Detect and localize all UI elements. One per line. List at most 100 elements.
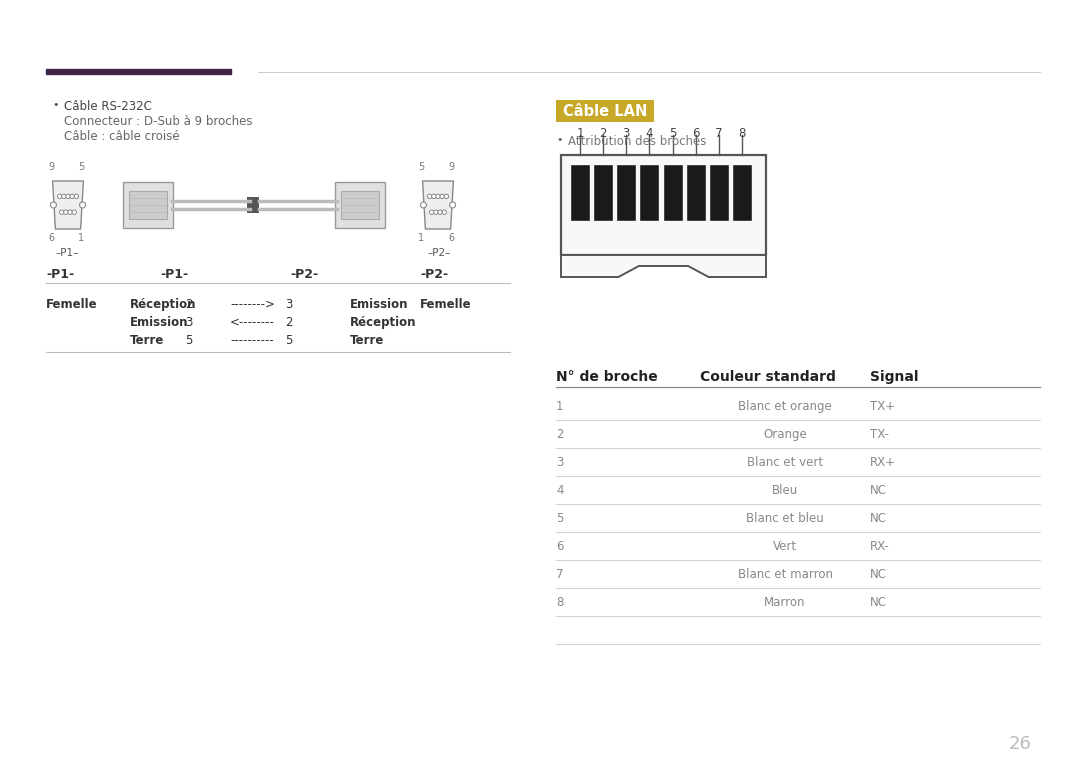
Text: 3: 3: [556, 456, 564, 469]
Bar: [556, 100, 654, 122]
Circle shape: [64, 210, 68, 214]
Circle shape: [80, 202, 85, 208]
Text: 2: 2: [599, 127, 607, 140]
Text: NC: NC: [870, 512, 887, 525]
Text: Couleur standard: Couleur standard: [700, 370, 836, 384]
Bar: [594, 165, 612, 220]
Circle shape: [434, 210, 438, 214]
Text: •: •: [556, 135, 563, 145]
Bar: [733, 165, 751, 220]
Bar: [46, 69, 231, 74]
Text: 8: 8: [739, 127, 745, 140]
Text: Emission: Emission: [350, 298, 408, 311]
Circle shape: [440, 194, 444, 198]
Text: Câble LAN: Câble LAN: [563, 104, 647, 118]
Text: 2: 2: [285, 316, 293, 329]
Text: 9: 9: [48, 162, 54, 172]
Text: NC: NC: [870, 568, 887, 581]
Circle shape: [72, 210, 77, 214]
Circle shape: [66, 194, 70, 198]
Text: 5: 5: [418, 162, 424, 172]
Text: 2: 2: [185, 298, 192, 311]
Text: NC: NC: [870, 596, 887, 609]
Bar: [341, 192, 379, 219]
Text: Blanc et bleu: Blanc et bleu: [746, 512, 824, 525]
Circle shape: [430, 210, 434, 214]
Text: Bleu: Bleu: [772, 484, 798, 497]
Circle shape: [57, 194, 62, 198]
Text: Blanc et vert: Blanc et vert: [747, 456, 823, 469]
Circle shape: [428, 194, 432, 198]
Text: 6: 6: [556, 540, 564, 553]
Text: –P2–: –P2–: [428, 248, 451, 258]
Text: RX-: RX-: [870, 540, 890, 553]
Bar: [123, 182, 173, 228]
Text: Terre: Terre: [130, 334, 164, 347]
Text: 3: 3: [185, 316, 192, 329]
Text: <--------: <--------: [230, 316, 275, 329]
Text: 3: 3: [285, 298, 293, 311]
Text: 9: 9: [448, 162, 454, 172]
Text: -P2-: -P2-: [420, 268, 448, 281]
Text: Blanc et orange: Blanc et orange: [738, 400, 832, 413]
Bar: [640, 165, 659, 220]
Text: NC: NC: [870, 484, 887, 497]
Text: -P2-: -P2-: [291, 268, 319, 281]
Circle shape: [51, 202, 56, 208]
Text: 3: 3: [622, 127, 630, 140]
Text: RX+: RX+: [870, 456, 896, 469]
Text: Femelle: Femelle: [420, 298, 472, 311]
Circle shape: [68, 210, 72, 214]
Text: 6: 6: [692, 127, 700, 140]
Text: Attribution des broches: Attribution des broches: [568, 135, 706, 148]
Text: 7: 7: [556, 568, 564, 581]
Text: Terre: Terre: [350, 334, 384, 347]
Bar: [571, 165, 589, 220]
Polygon shape: [422, 181, 454, 229]
Bar: [247, 197, 259, 213]
Circle shape: [449, 202, 456, 208]
Text: 5: 5: [285, 334, 293, 347]
Text: 2: 2: [556, 428, 564, 441]
Bar: [130, 192, 166, 219]
Text: 5: 5: [78, 162, 84, 172]
Text: Blanc et marron: Blanc et marron: [738, 568, 833, 581]
Text: 26: 26: [1009, 735, 1032, 753]
Circle shape: [436, 194, 441, 198]
Text: Câble RS-232C: Câble RS-232C: [64, 100, 152, 113]
Circle shape: [420, 202, 427, 208]
Circle shape: [75, 194, 79, 198]
Text: N° de broche: N° de broche: [556, 370, 658, 384]
Text: 5: 5: [669, 127, 676, 140]
Text: Réception: Réception: [350, 316, 417, 329]
Text: 4: 4: [556, 484, 564, 497]
Bar: [618, 165, 635, 220]
Circle shape: [442, 210, 446, 214]
Text: 4: 4: [646, 127, 653, 140]
Text: •: •: [52, 100, 58, 110]
Polygon shape: [561, 255, 766, 277]
Text: Marron: Marron: [765, 596, 806, 609]
Text: 5: 5: [556, 512, 564, 525]
Text: Vert: Vert: [773, 540, 797, 553]
Text: Câble : câble croisé: Câble : câble croisé: [64, 130, 179, 143]
Polygon shape: [53, 181, 83, 229]
Text: TX-: TX-: [870, 428, 889, 441]
Text: 1: 1: [418, 233, 424, 243]
Text: -P1-: -P1-: [46, 268, 75, 281]
Text: 6: 6: [48, 233, 54, 243]
Text: 1: 1: [78, 233, 84, 243]
Bar: [663, 165, 681, 220]
Text: 1: 1: [556, 400, 564, 413]
Text: 5: 5: [185, 334, 192, 347]
Text: 7: 7: [715, 127, 723, 140]
Text: 8: 8: [556, 596, 564, 609]
Text: –P1–: –P1–: [55, 248, 79, 258]
Circle shape: [444, 194, 448, 198]
Text: Femelle: Femelle: [46, 298, 97, 311]
Circle shape: [62, 194, 66, 198]
Text: ----------: ----------: [230, 334, 273, 347]
Text: Réception: Réception: [130, 298, 197, 311]
Text: Connecteur : D-Sub à 9 broches: Connecteur : D-Sub à 9 broches: [64, 115, 253, 128]
Circle shape: [437, 210, 443, 214]
